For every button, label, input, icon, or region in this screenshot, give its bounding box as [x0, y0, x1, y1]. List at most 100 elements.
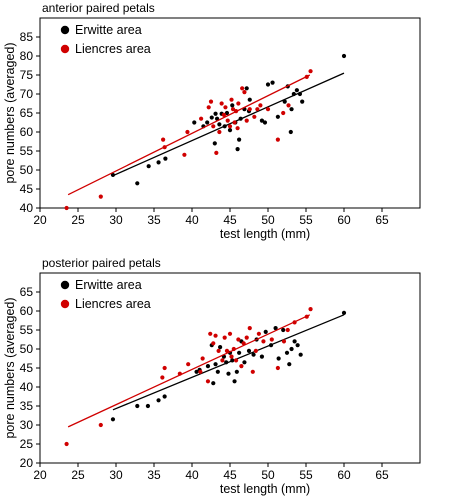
- point-liencres: [98, 194, 103, 199]
- fit-line-erwitte: [112, 314, 345, 411]
- point-liencres: [250, 369, 255, 374]
- chart-title: anterior paired petals: [42, 1, 155, 15]
- point-erwitte: [275, 114, 280, 119]
- point-erwitte: [247, 97, 252, 102]
- point-erwitte: [298, 352, 303, 357]
- panel-posterior: posterior paired petals 20 25 30 35 40 45 50 55 6…: [3, 256, 421, 496]
- y-axis-label: pore numbers (averaged): [3, 297, 17, 438]
- point-erwitte: [218, 345, 223, 350]
- point-liencres: [160, 375, 165, 380]
- point-erwitte: [289, 107, 294, 112]
- x-tick-label: 50: [261, 213, 275, 227]
- point-liencres: [230, 107, 236, 112]
- x-tick-label: 60: [337, 213, 351, 227]
- y-tick-label: 55: [20, 144, 34, 158]
- point-erwitte: [232, 379, 237, 384]
- y-tick-label: 75: [20, 68, 34, 82]
- point-erwitte: [217, 122, 222, 127]
- x-tick-label: 30: [109, 213, 123, 227]
- y-tick-label: 60: [20, 125, 34, 139]
- point-liencres: [227, 124, 233, 129]
- x-tick-label: 25: [71, 213, 85, 227]
- point-liencres: [222, 335, 227, 340]
- y-axis-label: pore numbers (averaged): [3, 42, 17, 183]
- point-liencres: [255, 107, 260, 112]
- point-liencres: [199, 116, 204, 121]
- point-liencres: [205, 379, 211, 384]
- point-erwitte: [300, 99, 305, 104]
- point-erwitte: [295, 343, 300, 348]
- point-erwitte: [259, 354, 265, 359]
- legend-marker-erwitte: [60, 280, 70, 290]
- y-tick-label: 45: [20, 182, 34, 196]
- point-liencres: [275, 137, 280, 142]
- point-liencres: [214, 150, 219, 155]
- x-tick-label: 45: [223, 468, 237, 482]
- point-erwitte: [224, 110, 230, 116]
- legend-marker-erwitte: [60, 25, 70, 35]
- point-liencres: [221, 112, 227, 117]
- x-tick-label: 30: [109, 468, 123, 482]
- point-liencres: [98, 422, 103, 428]
- y-tick-label: 25: [20, 437, 34, 451]
- point-erwitte: [145, 403, 151, 409]
- legend-marker-liencres: [60, 299, 70, 309]
- point-liencres: [219, 101, 224, 106]
- point-liencres: [198, 369, 203, 374]
- point-liencres: [265, 107, 271, 112]
- legend-marker-liencres: [60, 44, 70, 54]
- point-erwitte: [212, 141, 217, 146]
- point-erwitte: [156, 398, 161, 403]
- point-erwitte: [226, 371, 231, 376]
- point-liencres: [256, 331, 261, 336]
- x-axis-label: test length (mm): [220, 482, 310, 496]
- x-tick-label: 20: [33, 468, 47, 482]
- y-tick-label: 50: [20, 163, 34, 177]
- point-liencres: [242, 90, 247, 95]
- x-tick-label: 55: [299, 468, 313, 482]
- point-liencres: [213, 333, 218, 338]
- point-erwitte: [284, 350, 290, 355]
- point-liencres: [182, 152, 187, 157]
- point-erwitte: [215, 369, 220, 374]
- point-erwitte: [288, 129, 293, 135]
- point-liencres: [186, 362, 191, 367]
- y-tick-label: 85: [20, 30, 34, 44]
- point-erwitte: [227, 128, 233, 133]
- point-liencres: [232, 120, 237, 125]
- fit-line-liencres: [67, 314, 311, 428]
- x-tick-label: 25: [71, 468, 85, 482]
- point-erwitte: [162, 394, 167, 399]
- point-liencres: [220, 358, 225, 363]
- point-erwitte: [289, 346, 294, 352]
- point-liencres: [247, 326, 252, 331]
- x-tick-label: 35: [147, 468, 161, 482]
- point-erwitte: [211, 381, 216, 386]
- y-tick-label: 60: [20, 304, 34, 318]
- x-tick-label: 40: [185, 468, 199, 482]
- point-liencres: [161, 137, 166, 142]
- y-tick-label: 20: [20, 456, 34, 470]
- point-erwitte: [270, 80, 275, 85]
- x-axis-label: test length (mm): [220, 227, 310, 241]
- point-liencres: [64, 441, 69, 447]
- point-erwitte: [341, 310, 347, 315]
- y-tick-label: 35: [20, 399, 34, 413]
- fit-line-erwitte: [112, 72, 345, 177]
- point-erwitte: [244, 86, 249, 91]
- point-erwitte: [265, 82, 271, 87]
- y-tick-label: 70: [20, 87, 34, 101]
- point-liencres: [285, 327, 290, 333]
- point-liencres: [64, 205, 69, 211]
- y-tick-label: 45: [20, 361, 34, 375]
- point-erwitte: [135, 181, 140, 186]
- point-liencres: [208, 331, 213, 336]
- point-liencres: [211, 124, 216, 129]
- legend-label-erwitte: Erwitte area: [75, 278, 142, 292]
- point-liencres: [224, 348, 230, 353]
- point-erwitte: [194, 369, 199, 374]
- point-erwitte: [235, 147, 240, 152]
- point-liencres: [261, 339, 266, 344]
- point-liencres: [253, 348, 258, 353]
